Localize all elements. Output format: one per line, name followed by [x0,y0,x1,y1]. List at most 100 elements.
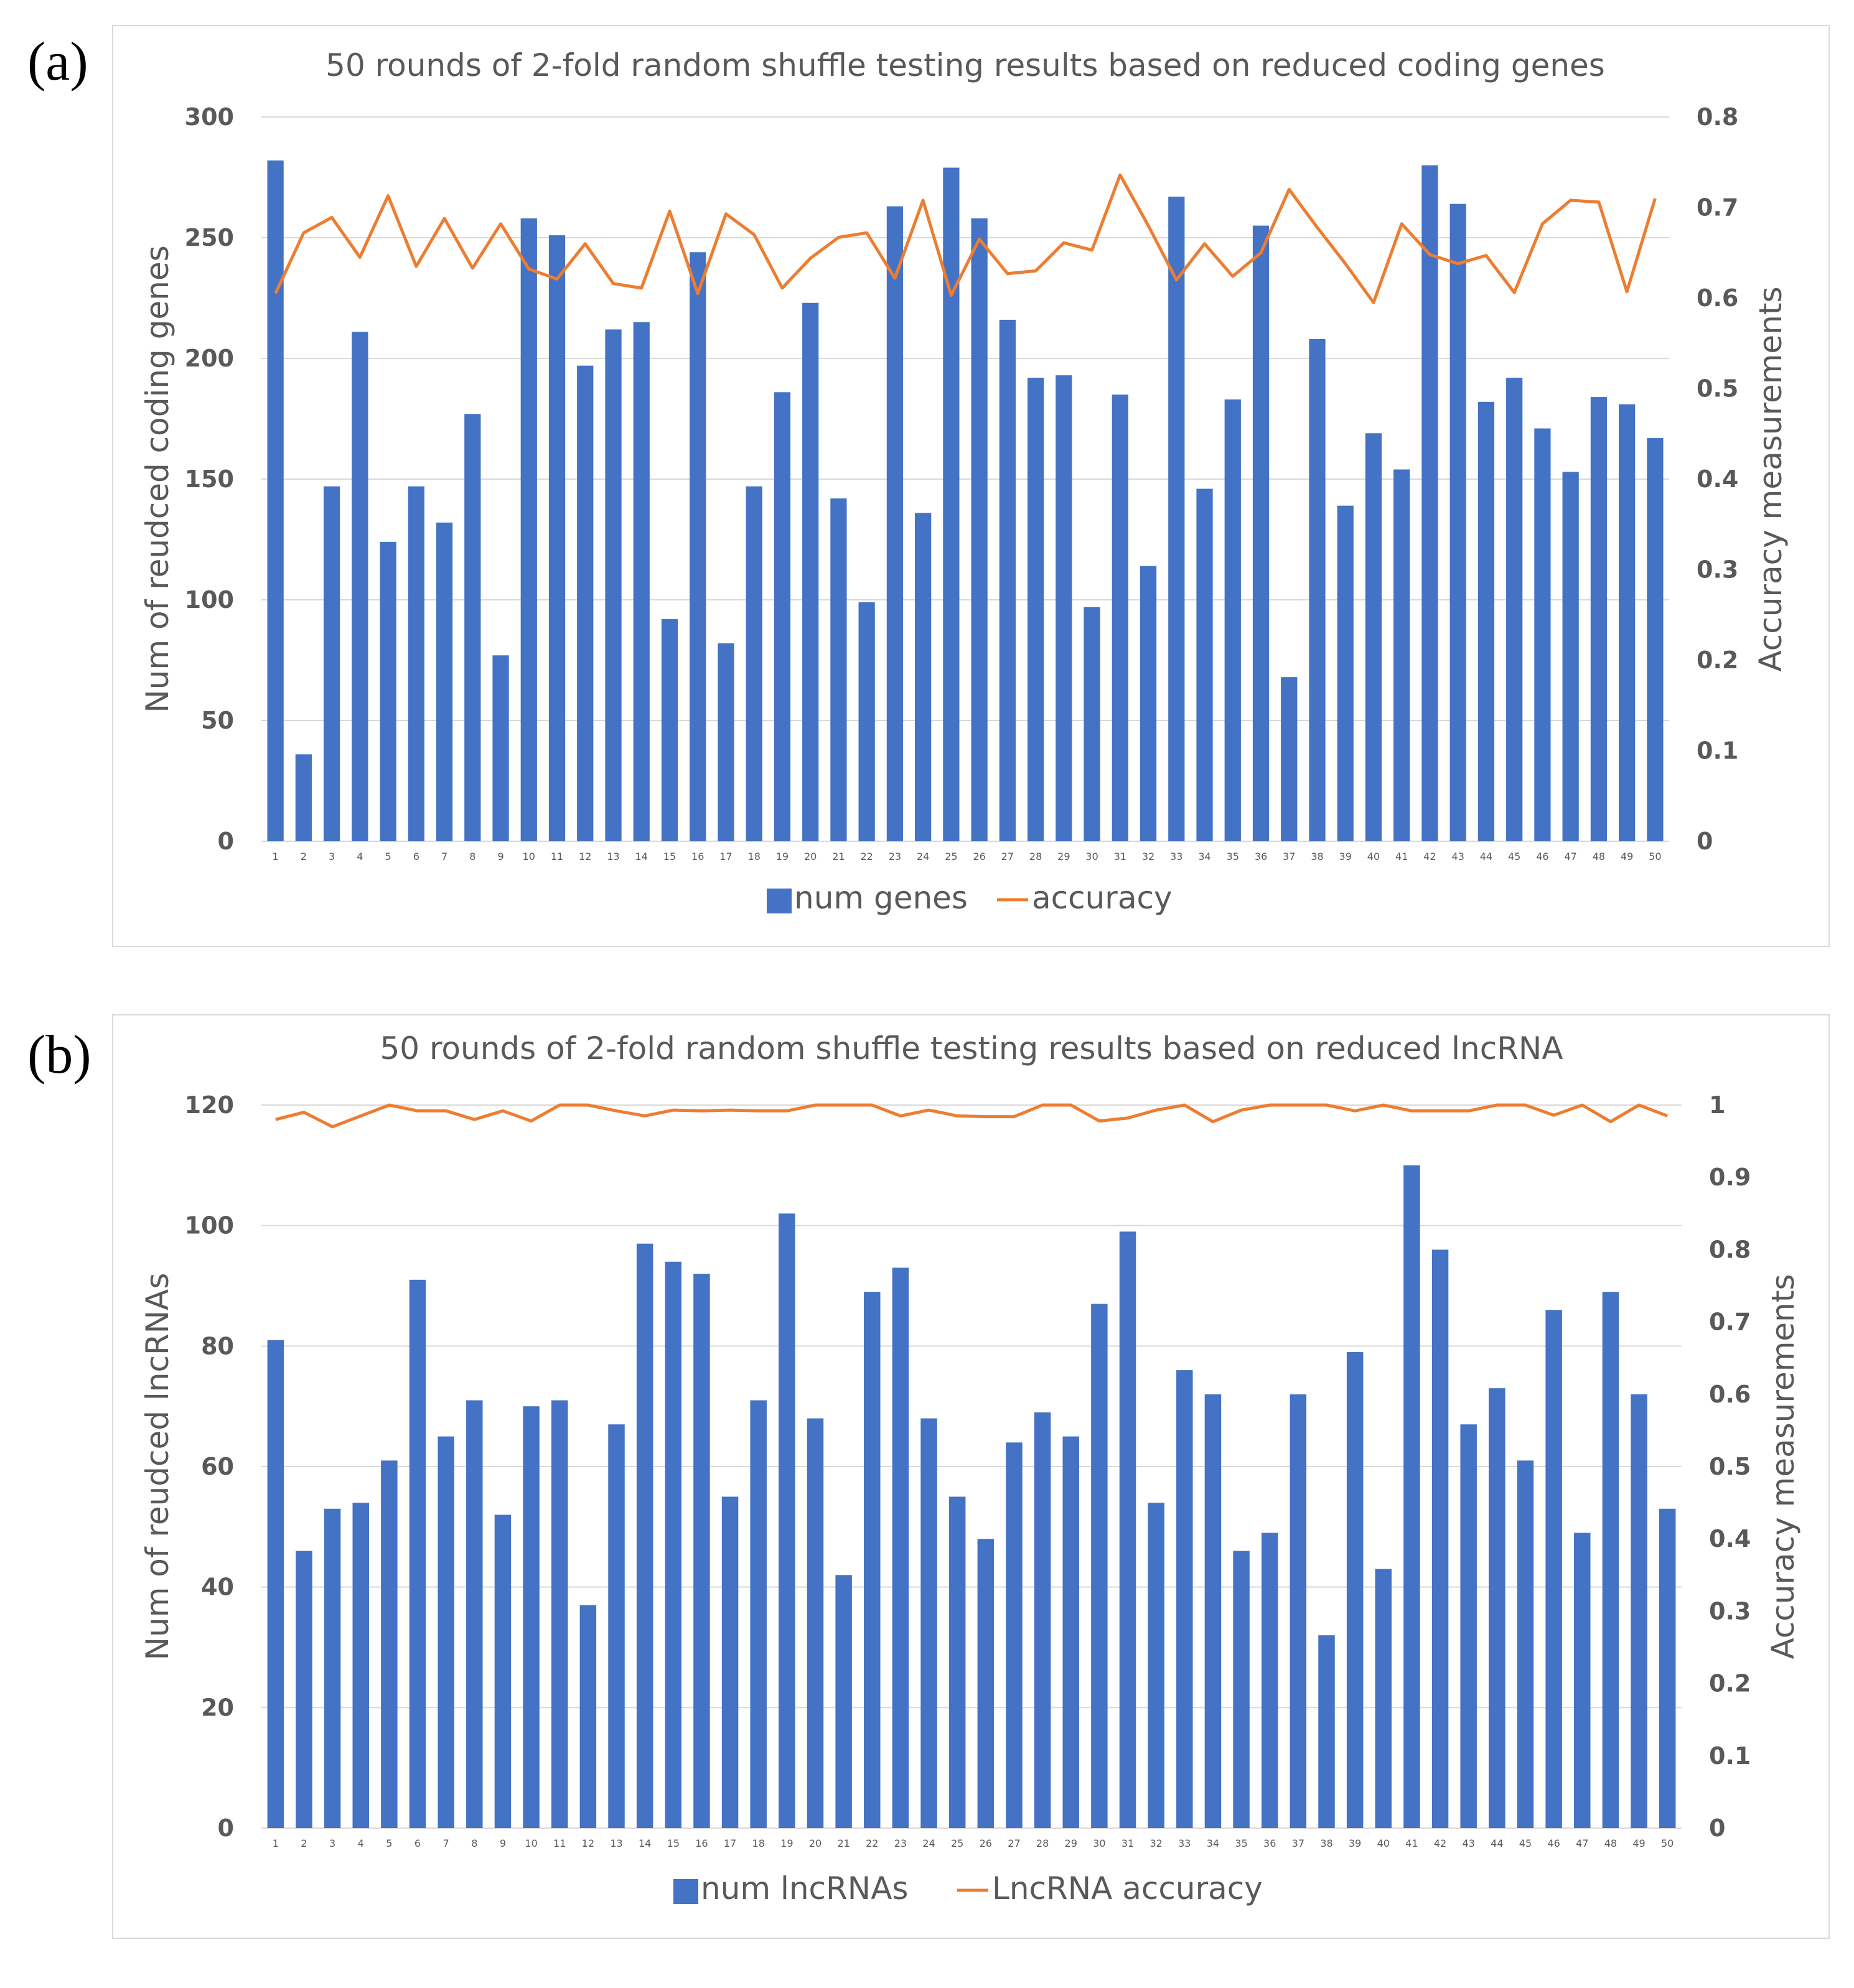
chart-a-bar [1449,203,1466,842]
chart-a-x-tick-label: 29 [1057,851,1070,862]
chart-b-x-tick-label: 4 [358,1837,364,1849]
panel-b-label: (b) [27,1025,91,1085]
chart-a-bar [295,754,312,841]
chart-a-bar [1112,394,1128,841]
chart-a-legend-line-label: accuracy [1032,880,1173,916]
chart-b-bar [523,1406,540,1828]
chart-b-bar [779,1213,795,1828]
chart-a-bar [774,392,791,841]
chart-a-y2-tick-label: 0.8 [1697,103,1738,131]
chart-b-bar [1006,1442,1023,1828]
chart-a-bar [633,322,650,841]
chart-b-x-tick-label: 49 [1632,1837,1645,1849]
chart-a-bar [1337,505,1354,841]
chart-a-bar [1562,472,1579,841]
chart-a-x-tick-label: 43 [1452,851,1464,862]
chart-a-x-tick-label: 48 [1593,851,1605,862]
chart-a-x-tick-label: 46 [1536,851,1548,862]
chart-b-x-tick-label: 39 [1349,1837,1361,1849]
chart-b-y-tick-label: 40 [201,1574,234,1601]
chart-a-bar [323,486,340,841]
chart-b-bar [267,1340,284,1828]
chart-b-bar [1574,1533,1591,1828]
chart-a-bar [1168,197,1185,841]
chart-b-bar [1318,1635,1335,1828]
chart-a-bar [1393,469,1410,841]
chart-b-bar [636,1243,653,1828]
chart-b-y-tick-label: 60 [201,1453,234,1480]
chart-b-bar [948,1496,966,1828]
chart-b-accuracy-line [275,1103,1669,1129]
chart-b-x-tick-label: 27 [1008,1837,1020,1849]
chart-a-bar [1534,428,1551,841]
chart-b-bar [466,1400,483,1828]
chart-a-x-tick-label: 16 [691,851,704,862]
chart-a-bar [830,498,847,841]
chart-a-bar [1590,397,1608,841]
chart-b-x-tick-label: 24 [922,1837,935,1849]
chart-b-bar [1375,1569,1392,1828]
chart-b-x-tick-label: 5 [386,1837,392,1849]
chart-b-y2-tick-label: 0.3 [1709,1597,1751,1625]
chart-a-x-tick-label: 24 [917,851,929,862]
chart-b-bar [1659,1508,1676,1828]
chart-a-bar [886,206,904,841]
chart-b-x-tick-label: 3 [329,1837,335,1849]
chart-b-bar [1176,1370,1193,1828]
chart-b-x-tick-label: 47 [1576,1837,1588,1849]
chart-a-x-tick-label: 50 [1649,851,1661,862]
chart-b-bar [977,1539,995,1828]
chart-a-x-tick-label: 42 [1423,851,1436,862]
chart-a-bar [1224,399,1241,841]
chart-b-x-tick-label: 7 [443,1837,449,1849]
chart-a-bar [464,414,481,841]
chart-b-bar [1602,1292,1619,1828]
chart-a-x-tick-label: 28 [1029,851,1042,862]
chart-b-bar [608,1424,625,1828]
chart-b-x-tick-label: 32 [1149,1837,1162,1849]
chart-b-bar [1403,1165,1420,1828]
chart-b-y2-tick-label: 0.9 [1709,1164,1751,1191]
chart-b-bar [721,1496,739,1828]
chart-b-bar [807,1418,824,1828]
chart-a-y2-tick-label: 0.2 [1697,646,1738,674]
chart-a-bar [436,522,453,841]
chart-b-y2-axis-title: Accuracy measurements [1765,1274,1801,1659]
chart-a-x-tick-label: 37 [1283,851,1295,862]
chart-a-x-tick-label: 15 [663,851,676,862]
chart-a-bar [1140,566,1157,841]
chart-b-x-tick-label: 21 [837,1837,850,1849]
chart-b-y2-tick-label: 1 [1709,1091,1725,1119]
chart-a-x-tick-label: 4 [357,851,363,862]
chart-a-x-tick-label: 27 [1001,851,1014,862]
chart-b-x-tick-label: 10 [525,1837,537,1849]
chart-b-x-tick-label: 19 [780,1837,793,1849]
chart-a-bar [661,619,678,841]
chart-a-x-tick-label: 35 [1227,851,1239,862]
chart-a-accuracy-line [274,173,1657,304]
chart-a-x-tick-label: 22 [860,851,873,862]
chart-b-y-tick-label: 120 [185,1091,234,1119]
chart-a-x-tick-label: 33 [1170,851,1182,862]
chart-b-x-tick-label: 30 [1093,1837,1105,1849]
chart-a-x-tick-label: 38 [1311,851,1323,862]
chart-b-bar [892,1267,909,1828]
chart-b-bar [750,1400,767,1828]
chart-a-x-tick-label: 45 [1508,851,1520,862]
chart-b-y2-tick-label: 0.8 [1709,1236,1751,1263]
chart-b-y2-tick-label: 0.4 [1709,1525,1751,1552]
chart-a-bar [690,252,706,841]
chart-b-x-tick-label: 43 [1463,1837,1475,1849]
chart-b-y2-tick-label: 0.6 [1709,1381,1751,1408]
chart-b-x-tick-label: 1 [273,1837,279,1849]
chart-b-bar [579,1605,597,1828]
chart-b-y2-tick-label: 0 [1709,1814,1725,1842]
chart-a: 50 rounds of 2-fold random shuffle testi… [139,47,1789,916]
chart-a-x-tick-label: 39 [1339,851,1352,862]
chart-b-bar [1119,1231,1136,1828]
chart-b-bar [324,1508,341,1828]
chart-a-x-tick-label: 30 [1085,851,1098,862]
chart-b-bar [1261,1533,1278,1828]
chart-b-x-tick-label: 41 [1405,1837,1418,1849]
chart-a-y-tick-label: 50 [201,707,234,734]
